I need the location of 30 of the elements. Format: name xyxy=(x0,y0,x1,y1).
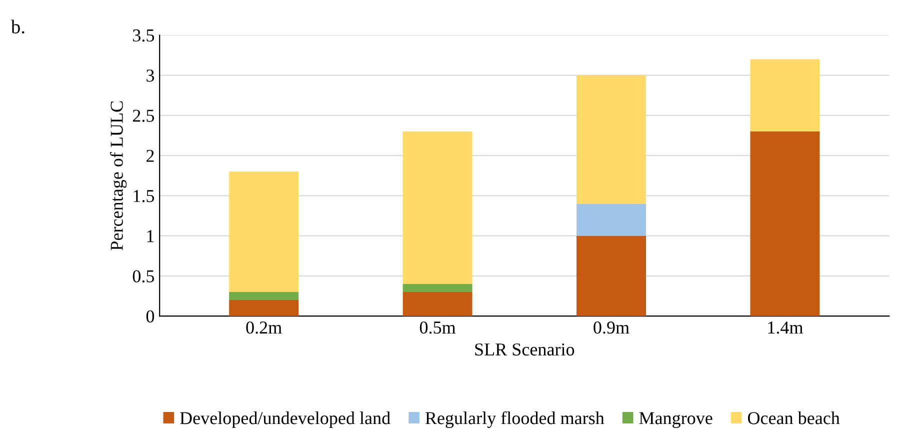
text: b. xyxy=(10,20,24,34)
y-tick-label: 2 xyxy=(146,150,154,162)
legend-label: Mangrove xyxy=(639,412,712,428)
bar xyxy=(750,59,820,132)
x-tick-label: 1.4m xyxy=(768,322,803,334)
legend-label: Developed/undeveloped land xyxy=(180,412,390,428)
bar xyxy=(402,131,472,284)
bar xyxy=(576,204,646,236)
bar xyxy=(229,292,299,300)
bar xyxy=(229,172,299,292)
y-tick-label: 1.5 xyxy=(134,190,154,202)
bar xyxy=(750,131,820,316)
bar xyxy=(402,284,472,292)
x-tick-label: 0.5m xyxy=(420,321,456,334)
y-tick-label: 2.5 xyxy=(132,110,154,122)
bar xyxy=(576,236,646,316)
y-tick-label: 1 xyxy=(147,230,154,242)
y-tick-label: 3 xyxy=(146,70,154,82)
y-tick-label: 0.5 xyxy=(132,270,154,282)
y-tick-label: 0 xyxy=(146,310,154,323)
x-axis-title: SLR Scenario xyxy=(475,343,574,356)
x-tick-label: 0.9m xyxy=(594,321,630,334)
y-tick-label: 3.5 xyxy=(133,29,154,42)
legend-label: Ocean beach xyxy=(748,412,840,424)
x-tick-label: 0.2m xyxy=(246,321,282,334)
legend-label: Regularly flooded marsh xyxy=(425,411,604,428)
bar xyxy=(402,292,472,316)
bar xyxy=(576,75,646,204)
bar xyxy=(229,300,299,316)
y-axis-title: Percentage of LULC xyxy=(110,101,127,250)
